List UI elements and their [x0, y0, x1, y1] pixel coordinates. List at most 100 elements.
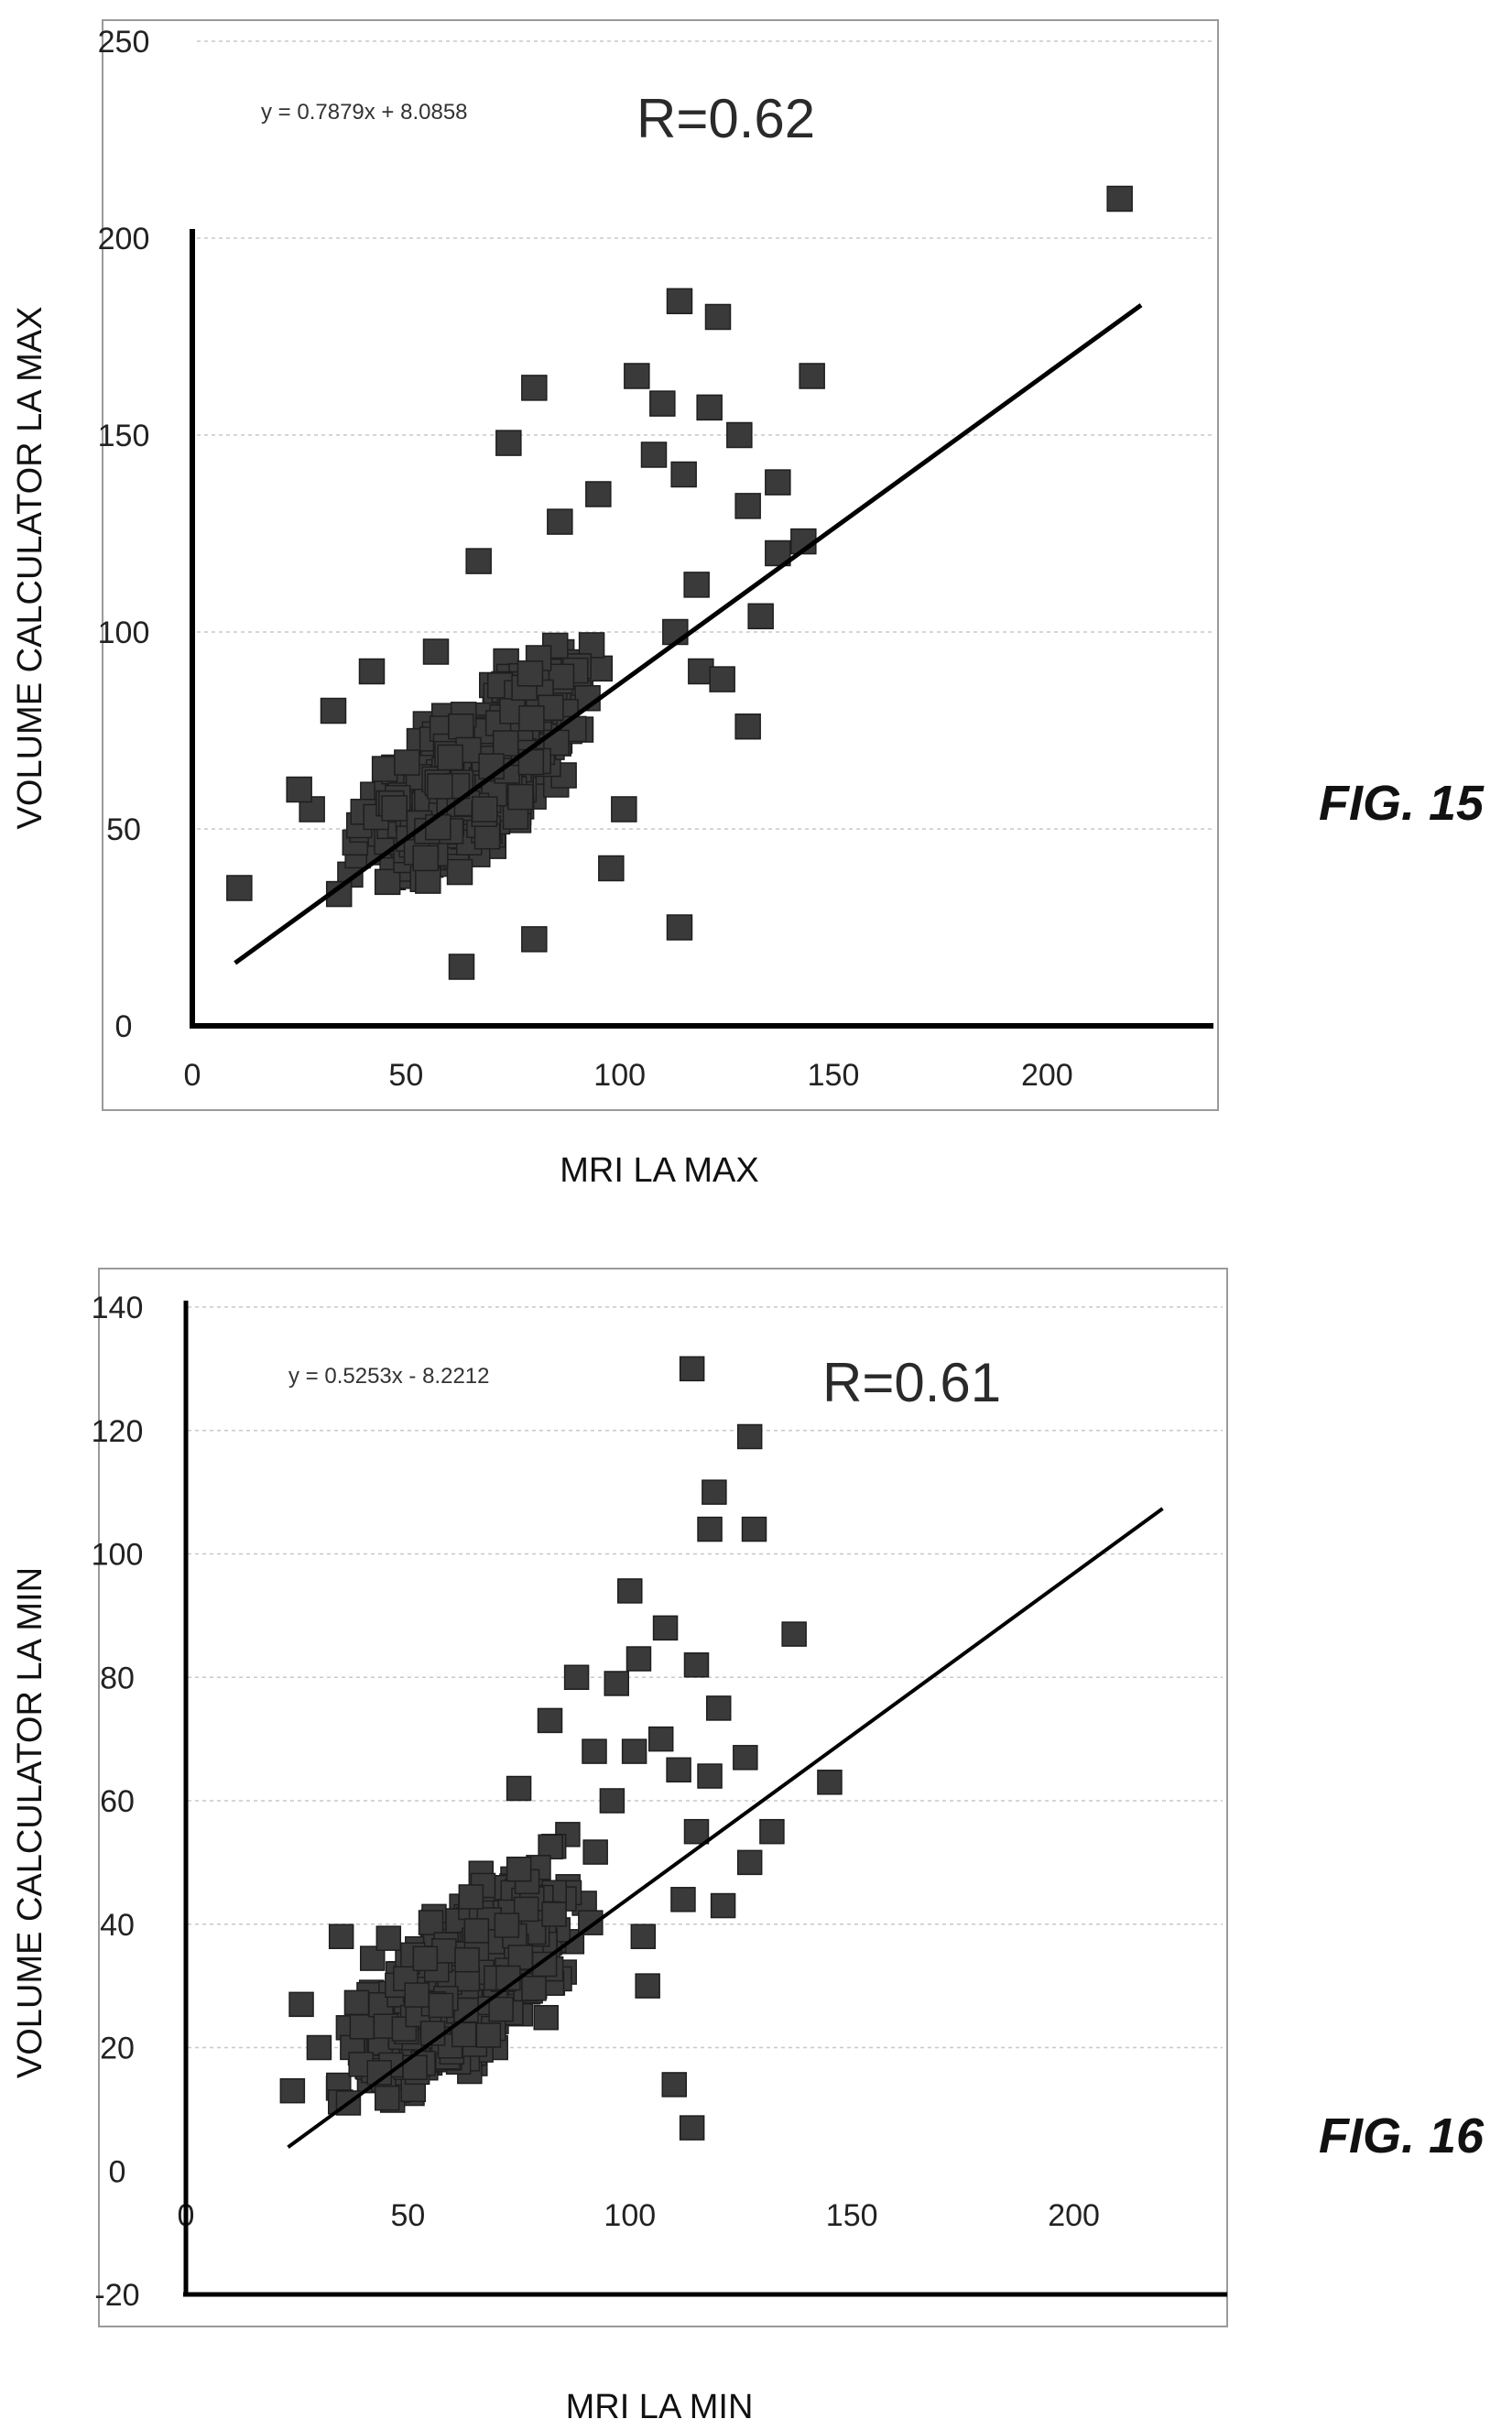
data-point: [670, 1887, 696, 1912]
data-point: [563, 1664, 590, 1690]
data-point: [702, 1479, 727, 1505]
data-point: [506, 1775, 532, 1802]
chart-fig15: 0 50 100 150 200 250 0 50 100 150 200 y = 0.7879x…: [11, 19, 1485, 1190]
data-point: [647, 1726, 674, 1752]
y-tick-label: 80: [100, 1661, 135, 1695]
cluster-marker: [415, 867, 441, 894]
cluster-marker: [506, 1856, 532, 1882]
cluster-marker: [428, 1992, 454, 2019]
data-point: [521, 926, 548, 953]
data-point: [679, 2115, 705, 2141]
equation-label: y = 0.5253x - 8.2212: [288, 1364, 490, 1389]
x-tick-label: 200: [1021, 1058, 1073, 1093]
data-point: [736, 1423, 763, 1450]
cluster-marker: [458, 1884, 484, 1910]
data-point: [759, 1818, 785, 1845]
data-point: [495, 430, 522, 456]
cluster-marker: [488, 1996, 514, 2022]
plot-frame: [98, 1268, 1228, 2327]
y-tick-label: 140: [92, 1291, 144, 1325]
data-point: [697, 1763, 723, 1789]
data-point: [582, 1738, 607, 1764]
data-point: [1106, 185, 1133, 212]
data-point: [704, 303, 732, 331]
equation-label: y = 0.7879x + 8.0858: [261, 100, 468, 125]
data-point: [683, 572, 710, 598]
y-tick-label: -20: [94, 2278, 139, 2313]
cluster-marker: [437, 744, 463, 771]
data-point: [625, 1646, 652, 1672]
data-point: [288, 1991, 314, 2018]
figure-label: FIG. 15: [1319, 776, 1485, 831]
data-point: [537, 1707, 563, 1734]
cluster-marker: [538, 1834, 563, 1860]
y-tick-label: 0: [115, 1009, 133, 1044]
cluster-marker: [418, 1910, 444, 1935]
data-point: [521, 375, 548, 401]
x-tick-label: 150: [826, 2198, 878, 2233]
cluster-marker: [507, 783, 534, 811]
data-point: [306, 2034, 332, 2061]
data-point: [799, 363, 825, 389]
data-point: [286, 776, 312, 803]
data-point: [604, 1671, 629, 1696]
data-point: [635, 1973, 660, 1999]
cluster-marker: [521, 1976, 547, 2001]
x-tick-label: 150: [808, 1058, 860, 1093]
cluster-marker: [394, 749, 420, 776]
cluster-marker: [541, 1902, 567, 1927]
cluster-marker: [343, 1989, 370, 2016]
cluster-marker: [533, 2004, 559, 2031]
data-point: [630, 1923, 657, 1949]
cluster-marker: [446, 858, 473, 886]
figure-label: FIG. 16: [1319, 2109, 1485, 2163]
cluster-marker: [582, 1839, 608, 1865]
y-tick-labels: 0 50 100 150 200 250: [98, 25, 150, 1044]
scatter-points: [279, 1356, 843, 2141]
data-point: [709, 666, 735, 692]
y-tick-label: 50: [106, 812, 141, 847]
cluster-marker: [475, 2022, 502, 2048]
y-tick-label: 150: [98, 419, 150, 453]
cluster-marker: [471, 796, 498, 823]
data-point: [696, 394, 723, 421]
cluster-marker: [463, 1918, 490, 1944]
x-tick-label: 50: [390, 2198, 425, 2233]
r-value-label: R=0.62: [636, 88, 815, 149]
data-point: [226, 875, 253, 901]
y-tick-label: 20: [100, 2032, 135, 2066]
data-point: [747, 603, 774, 630]
y-tick-label: 40: [100, 1908, 135, 1943]
data-point: [705, 1695, 732, 1721]
cluster-marker: [371, 756, 398, 782]
data-point: [662, 618, 689, 646]
data-point: [621, 1738, 647, 1764]
y-tick-label: 200: [98, 222, 150, 256]
cluster-marker: [349, 2014, 375, 2040]
data-point: [781, 1621, 807, 1647]
cluster-marker: [404, 1982, 430, 2008]
cluster-marker: [473, 823, 501, 850]
y-tick-label: 0: [109, 2154, 126, 2189]
data-point: [599, 1788, 625, 1814]
x-axis-label: MRI LA MIN: [566, 2388, 754, 2426]
chart-fig16: -20 0 20 40 60 80 100 120 140 0 50 100 150 200 y = 0…: [11, 1268, 1485, 2426]
data-point: [683, 1818, 710, 1845]
cluster-marker: [494, 1912, 520, 1938]
cluster-marker: [517, 660, 544, 687]
data-point: [652, 1615, 679, 1641]
x-tick-label: 100: [593, 1058, 646, 1093]
y-tick-label: 60: [100, 1784, 135, 1819]
trendline: [234, 303, 1143, 965]
cluster-marker: [374, 2085, 400, 2111]
cluster-marker: [492, 730, 519, 757]
r-value-label: R=0.61: [822, 1352, 1001, 1413]
data-point: [666, 1757, 691, 1783]
data-point: [733, 1745, 758, 1771]
data-point: [661, 2072, 688, 2098]
data-point: [741, 1516, 767, 1542]
x-tick-label: 50: [388, 1058, 423, 1093]
